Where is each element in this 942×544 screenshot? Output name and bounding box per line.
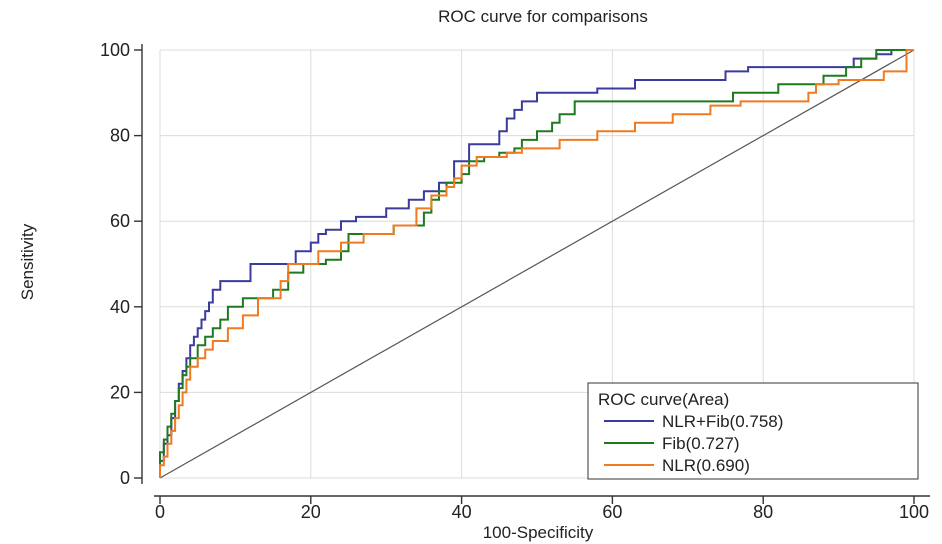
- y-tick-label-5: 100: [100, 40, 130, 60]
- axes-layer: [141, 44, 930, 497]
- series-line-2: [159, 49, 914, 478]
- x-tick-label-1: 20: [301, 502, 321, 522]
- grid-layer: [159, 49, 915, 479]
- y-axis-label: Sensitivity: [18, 223, 37, 300]
- legend-title: ROC curve(Area): [598, 390, 729, 409]
- legend-box: [587, 382, 919, 480]
- x-tick-label-5: 100: [899, 502, 929, 522]
- y-tick-label-4: 80: [110, 126, 130, 146]
- chart-title: ROC curve for comparisons: [438, 7, 648, 26]
- series-layer: [159, 49, 914, 478]
- legend-entry-0: NLR+Fib(0.758): [662, 412, 783, 431]
- legend-entry-2: NLR(0.690): [662, 456, 750, 475]
- x-axis-label: 100-Specificity: [483, 523, 594, 542]
- x-tick-label-4: 80: [753, 502, 773, 522]
- legend: ROC curve(Area) NLR+Fib(0.758) Fib(0.727)…: [587, 382, 919, 480]
- y-tick-label-3: 60: [110, 211, 130, 231]
- legend-entry-1: Fib(0.727): [662, 434, 739, 453]
- reference-line-layer: [159, 49, 915, 479]
- x-tick-label-3: 60: [602, 502, 622, 522]
- x-tick-label-2: 40: [452, 502, 472, 522]
- y-tick-label-2: 40: [110, 297, 130, 317]
- reference-diagonal-line: [159, 49, 915, 479]
- ticks-layer: 0 20 40 60 80 100 0 20 40 60 80 100: [100, 40, 929, 522]
- y-tick-label-0: 0: [120, 468, 130, 488]
- x-tick-label-0: 0: [155, 502, 165, 522]
- y-tick-label-1: 20: [110, 382, 130, 402]
